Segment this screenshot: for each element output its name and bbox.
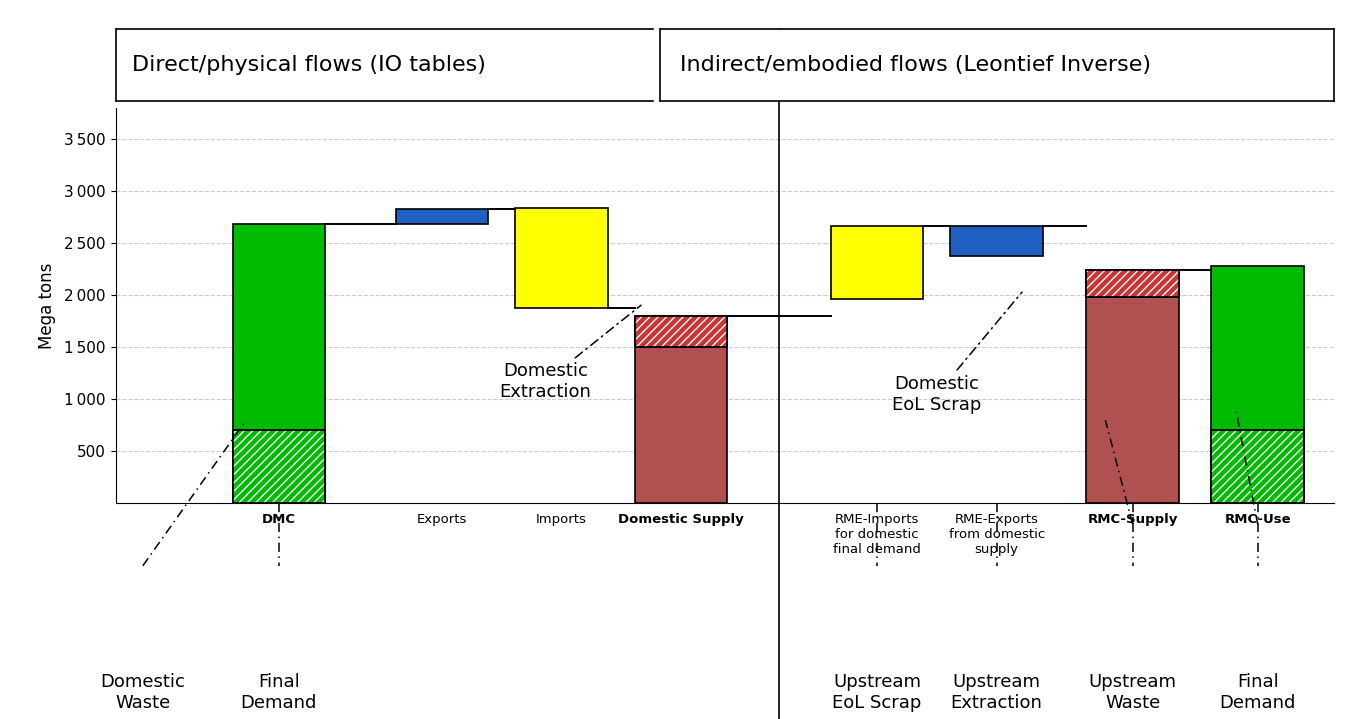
Bar — [516, 208, 608, 308]
Bar — [233, 431, 325, 503]
Y-axis label: Mega tons: Mega tons — [38, 262, 56, 349]
Bar — [950, 226, 1043, 256]
Bar — [1086, 270, 1179, 297]
Bar — [636, 316, 727, 347]
Bar — [1211, 431, 1304, 503]
Bar — [233, 431, 325, 503]
Bar — [396, 209, 489, 224]
Bar — [1086, 270, 1179, 297]
Text: Final
Demand: Final Demand — [241, 673, 317, 712]
Bar — [830, 226, 923, 299]
Text: Direct/physical flows (IO tables): Direct/physical flows (IO tables) — [132, 55, 486, 75]
Bar — [636, 347, 727, 503]
Bar — [636, 316, 727, 347]
Text: Upstream
Extraction: Upstream Extraction — [951, 673, 1043, 712]
Text: Upstream
EoL Scrap: Upstream EoL Scrap — [833, 673, 921, 712]
Bar — [233, 224, 325, 431]
Bar — [233, 431, 325, 503]
Text: Final
Demand: Final Demand — [1219, 673, 1296, 712]
Bar — [636, 316, 727, 347]
Bar — [1086, 270, 1179, 297]
Text: Indirect/embodied flows (Leontief Inverse): Indirect/embodied flows (Leontief Invers… — [680, 55, 1151, 75]
Bar — [1086, 297, 1179, 503]
Text: Domestic
Extraction: Domestic Extraction — [499, 306, 641, 401]
Text: Domestic
EoL Scrap: Domestic EoL Scrap — [891, 292, 1022, 413]
Text: Upstream
Waste: Upstream Waste — [1089, 673, 1176, 712]
Text: Domestic
Waste: Domestic Waste — [101, 673, 185, 712]
Bar — [1211, 266, 1304, 431]
Bar — [1211, 431, 1304, 503]
Bar — [1211, 431, 1304, 503]
